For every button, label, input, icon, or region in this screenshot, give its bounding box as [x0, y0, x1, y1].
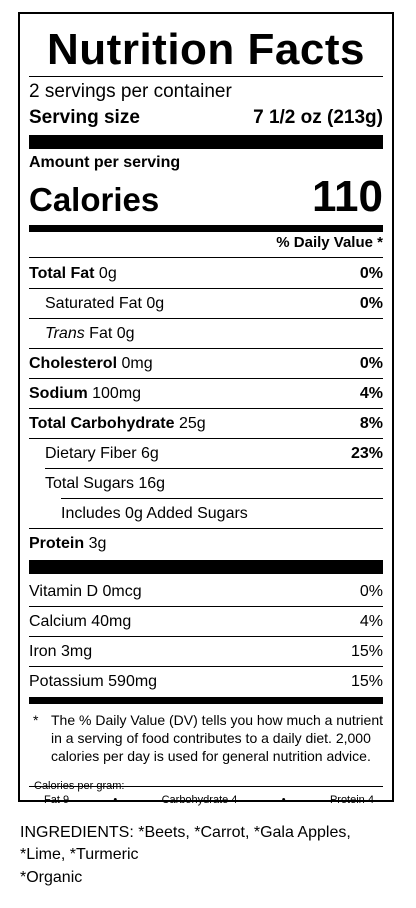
vitamin-dv: 4% [359, 612, 383, 630]
calories-row: Calories 110 [29, 172, 383, 222]
nutrient-row-trans-fat: Trans Fat 0g [29, 319, 383, 348]
vitamin-name: Iron 3mg [29, 642, 93, 660]
cpg-carbohydrate: Carbohydrate 4 [161, 794, 238, 806]
nutrient-row-total-fat: Total Fat 0g 0% [29, 259, 383, 288]
nutrient-name: Cholesterol [29, 354, 118, 372]
nutrient-name: Total Carbohydrate [29, 414, 175, 432]
nutrient-dv: 8% [359, 414, 383, 432]
nutrient-amount: 0g [112, 324, 135, 342]
nutrient-name: Includes 0g Added Sugars [61, 504, 248, 522]
nutrient-dv: 0% [359, 294, 383, 312]
nutrient-row-dietary-fiber: Dietary Fiber 6g 23% [29, 439, 383, 468]
serving-size-label: Serving size [29, 107, 140, 128]
nutrient-amount: 16g [133, 474, 166, 492]
nutrient-row-added-sugars: Includes 0g Added Sugars [29, 499, 383, 528]
nutrient-amount: 25g [174, 414, 206, 432]
nutrient-name: Protein [29, 534, 85, 552]
nutrient-amount: 100mg [87, 384, 142, 402]
amount-per-serving: Amount per serving [29, 154, 181, 171]
organic-note: *Organic [20, 869, 83, 886]
vitamin-name: Vitamin D 0mcg [29, 582, 142, 600]
footnote-star: * [33, 712, 39, 728]
nutrient-amount: 0g [94, 264, 117, 282]
bullet: • [281, 794, 286, 806]
vitamin-name: Potassium 590mg [29, 672, 158, 690]
nutrient-row-total-sugars: Total Sugars 16g [29, 469, 383, 498]
vitamin-name: Calcium 40mg [29, 612, 132, 630]
nutrient-dv: 0% [359, 264, 383, 282]
vitamin-row-calcium: Calcium 40mg 4% [29, 607, 383, 636]
nutrient-amount: 0g [141, 294, 165, 312]
nutrient-row-sodium: Sodium 100mg 4% [29, 379, 383, 408]
nutrient-row-total-carbohydrate: Total Carbohydrate 25g 8% [29, 409, 383, 438]
calories-label: Calories [29, 181, 160, 218]
calories-per-gram: Calories per gram: Fat 9 • Carbohydrate … [20, 780, 392, 808]
servings-per-container: 2 servings per container [29, 81, 232, 102]
thick-divider [29, 135, 383, 149]
nutrient-amount: 6g [136, 444, 159, 462]
cpg-fat: Fat 9 [44, 794, 70, 806]
medium-divider [29, 225, 383, 232]
calories-per-gram-values: Fat 9 • Carbohydrate 4 • Protein 4 [44, 794, 374, 806]
nutrient-dv: 23% [350, 444, 383, 462]
vitamin-dv: 0% [359, 582, 383, 600]
nutrient-name: Saturated Fat [45, 294, 142, 312]
serving-size-row: Serving size 7 1/2 oz (213g) [29, 106, 383, 130]
nutrient-name: Total Sugars [45, 474, 134, 492]
divider [29, 786, 383, 787]
calories-per-gram-label: Calories per gram: [34, 780, 125, 792]
nutrient-name: Fat [84, 324, 113, 342]
footnote-text: The % Daily Value (DV) tells you how muc… [51, 712, 383, 764]
nutrient-dv: 0% [359, 354, 383, 372]
ingredients-list: INGREDIENTS: *Beets, *Carrot, *Gala Appl… [20, 824, 351, 863]
daily-value-header: % Daily Value * [276, 234, 383, 251]
bullet: • [113, 794, 118, 806]
nutrient-amount: 3g [84, 534, 107, 552]
nutrient-row-protein: Protein 3g [29, 529, 383, 558]
thick-divider [29, 560, 383, 574]
daily-value-footnote: * The % Daily Value (DV) tells you how m… [29, 711, 383, 765]
vitamin-row-vitamin-d: Vitamin D 0mcg 0% [29, 577, 383, 606]
nutrient-name: Sodium [29, 384, 88, 402]
divider [29, 76, 383, 77]
vitamin-dv: 15% [350, 642, 383, 660]
nutrient-amount: 0mg [117, 354, 153, 372]
nutrient-name: Dietary Fiber [45, 444, 137, 462]
nutrient-dv: 4% [359, 384, 383, 402]
vitamin-row-potassium: Potassium 590mg 15% [29, 667, 383, 696]
cpg-protein: Protein 4 [329, 794, 374, 806]
label-title: Nutrition Facts [47, 25, 365, 74]
vitamin-dv: 15% [350, 672, 383, 690]
nutrition-facts-label: Nutrition Facts 2 servings per container… [18, 12, 394, 802]
medium-divider [29, 697, 383, 704]
nutrient-row-saturated-fat: Saturated Fat 0g 0% [29, 289, 383, 318]
nutrient-name: Total Fat [29, 264, 95, 282]
divider [29, 257, 383, 258]
nutrient-row-cholesterol: Cholesterol 0mg 0% [29, 349, 383, 378]
serving-size-value: 7 1/2 oz (213g) [253, 107, 383, 128]
vitamin-row-iron: Iron 3mg 15% [29, 637, 383, 666]
calories-value: 110 [312, 172, 383, 221]
nutrient-name-italic: Trans [45, 324, 85, 342]
